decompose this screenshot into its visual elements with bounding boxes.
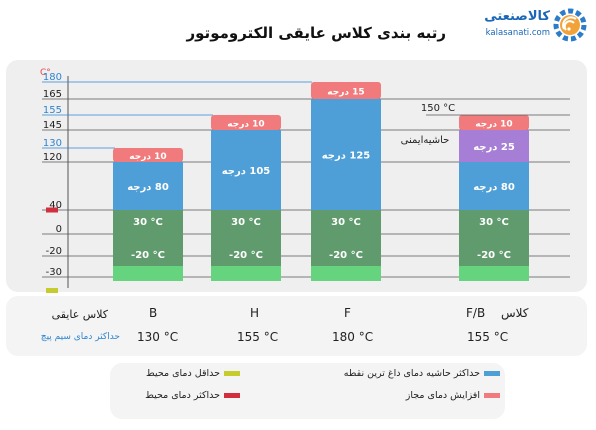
y-tick-label: 120 (43, 152, 62, 163)
bar-F/B-safety (459, 130, 529, 162)
bar-H-label-hotspot: 105 درجه (222, 166, 271, 177)
y-tick-label: 165 (43, 89, 62, 100)
bar-F/B-label-rise: 10 درجه (475, 120, 512, 130)
bar-H-label-min: -20 °C (229, 250, 263, 261)
logo-brand-text: کالاصنعتی (484, 9, 550, 24)
legend-label-min-ambient: حداقل دمای محیط (145, 368, 220, 379)
bar-B-rise (113, 148, 183, 162)
bar-F/B-label-max: 30 °C (479, 217, 509, 228)
bar-F/B-label-min: -20 °C (477, 250, 511, 261)
legend-label-max-ambient: حداکثر دمای محیط (145, 390, 220, 401)
y-unit-label: C° (40, 68, 51, 78)
bar-H-min-ambient (211, 266, 281, 281)
legend-swatch-red (224, 393, 240, 398)
table-temp-f: 180 °C (332, 330, 374, 344)
annotation-150: 150 °C (421, 103, 455, 114)
logo-site-text: kalasanati.com (485, 28, 550, 38)
bar-H-label-rise: 10 درجه (227, 120, 264, 130)
table-class-f: F (344, 306, 351, 320)
bar-F/B-label-safety: 25 درجه (473, 142, 515, 153)
bar-B-label-hotspot: 80 درجه (127, 182, 169, 193)
table-class-fb: F/B (466, 306, 486, 320)
min-ambient-marker (46, 288, 58, 293)
bar-B-hotspot (113, 162, 183, 210)
table-row1-label: کلاس عایقی (51, 308, 108, 321)
max-ambient-marker (46, 207, 58, 213)
y-tick-label: 130 (43, 138, 62, 149)
bar-F/B-ambient (459, 210, 529, 266)
gear-wifi-icon (553, 8, 587, 42)
table-panel (6, 296, 587, 356)
insulation-class-chart: C° -30 -20 0 40 120 130 145 155 165 180 -20 °C 30 °C… (40, 68, 570, 293)
table-class-b: B (149, 306, 158, 320)
legend-label-rise: افزایش دمای مجاز (405, 390, 480, 401)
bar-F-label-max: 30 °C (331, 217, 361, 228)
bar-H-ambient (211, 210, 281, 266)
bar-F-rise (311, 82, 381, 99)
bar-B-label-rise: 10 درجه (129, 152, 166, 162)
bar-B-label-min: -20 °C (131, 250, 165, 261)
y-tick-label: 155 (43, 105, 62, 116)
table-temp-b: 130 °C (137, 330, 179, 344)
bar-H-label-max: 30 °C (231, 217, 261, 228)
y-tick-label: 0 (56, 224, 62, 235)
legend-swatch-salmon (484, 393, 500, 398)
bar-F-label-hotspot: 125 درجه (322, 151, 371, 162)
table-temp-h: 155 °C (237, 330, 279, 344)
bar-F-min-ambient (311, 266, 381, 281)
bar-F/B-hotspot (459, 162, 529, 210)
legend-label-hotspot: حداکثر حاشیه دمای داغ ترین نقطه (343, 368, 480, 379)
bar-F/B-rise (459, 115, 529, 130)
legend-swatch-yellow (224, 371, 240, 376)
y-tick-label: 180 (43, 72, 62, 83)
logo[interactable]: کالاصنعتی kalasanati.com (484, 4, 588, 46)
y-tick-label: -20 (46, 246, 62, 257)
annotation-safety: حاشیه‌ایمنی (401, 135, 450, 146)
table-class-prefix: کلاس (501, 306, 529, 320)
y-tick-label: 40 (49, 200, 62, 211)
page-title: رتبه بندی کلاس عایقی الکتروموتور (186, 24, 446, 42)
bar-B-ambient (113, 210, 183, 266)
bar-F-label-rise: 15 درجه (327, 88, 364, 98)
legend-swatch-blue (484, 371, 500, 376)
bar-B-label-max: 30 °C (133, 217, 163, 228)
bar-F/B-min-ambient (459, 266, 529, 281)
table-row2-label: حداکثر دمای سیم پیچ (40, 332, 120, 342)
bar-F-ambient (311, 210, 381, 266)
bar-H-hotspot (211, 130, 281, 210)
table-temp-fb: 155 °C (467, 330, 509, 344)
y-tick-label: 145 (43, 120, 62, 131)
bar-B-min-ambient (113, 266, 183, 281)
bar-H-rise (211, 115, 281, 130)
bar-F-label-min: -20 °C (329, 250, 363, 261)
table-class-h: H (250, 306, 260, 320)
bar-F/B-label-hotspot: 80 درجه (473, 182, 515, 193)
bar-F-hotspot (311, 99, 381, 210)
y-tick-label: -30 (46, 267, 62, 278)
legend-panel (110, 363, 505, 419)
